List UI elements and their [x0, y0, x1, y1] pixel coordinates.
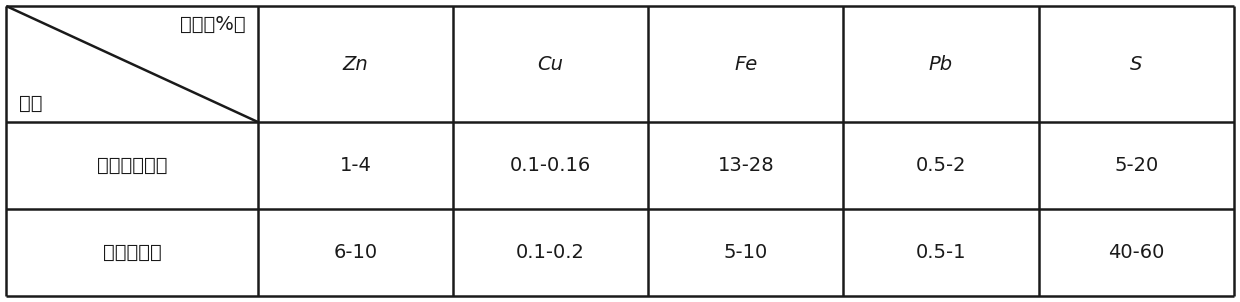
Text: 5-20: 5-20: [1114, 156, 1158, 175]
Text: Cu: Cu: [538, 55, 564, 73]
Text: S: S: [1130, 55, 1142, 73]
Text: Zn: Zn: [342, 55, 368, 73]
Text: 13-28: 13-28: [718, 156, 774, 175]
Text: 熔硫过滤渣: 熔硫过滤渣: [103, 243, 161, 262]
Text: 0.1-0.16: 0.1-0.16: [510, 156, 591, 175]
Text: 6-10: 6-10: [334, 243, 377, 262]
Text: 0.1-0.2: 0.1-0.2: [516, 243, 585, 262]
Text: 0.5-1: 0.5-1: [916, 243, 966, 262]
Text: Fe: Fe: [734, 55, 758, 73]
Text: Pb: Pb: [929, 55, 954, 73]
Text: 1-4: 1-4: [340, 156, 372, 175]
Text: 含量（%）: 含量（%）: [180, 15, 246, 34]
Text: 5-10: 5-10: [724, 243, 768, 262]
Text: 硫浮选尾矿渣: 硫浮选尾矿渣: [97, 156, 167, 175]
Text: 名称: 名称: [19, 94, 42, 113]
Text: 40-60: 40-60: [1109, 243, 1164, 262]
Text: 0.5-2: 0.5-2: [916, 156, 966, 175]
